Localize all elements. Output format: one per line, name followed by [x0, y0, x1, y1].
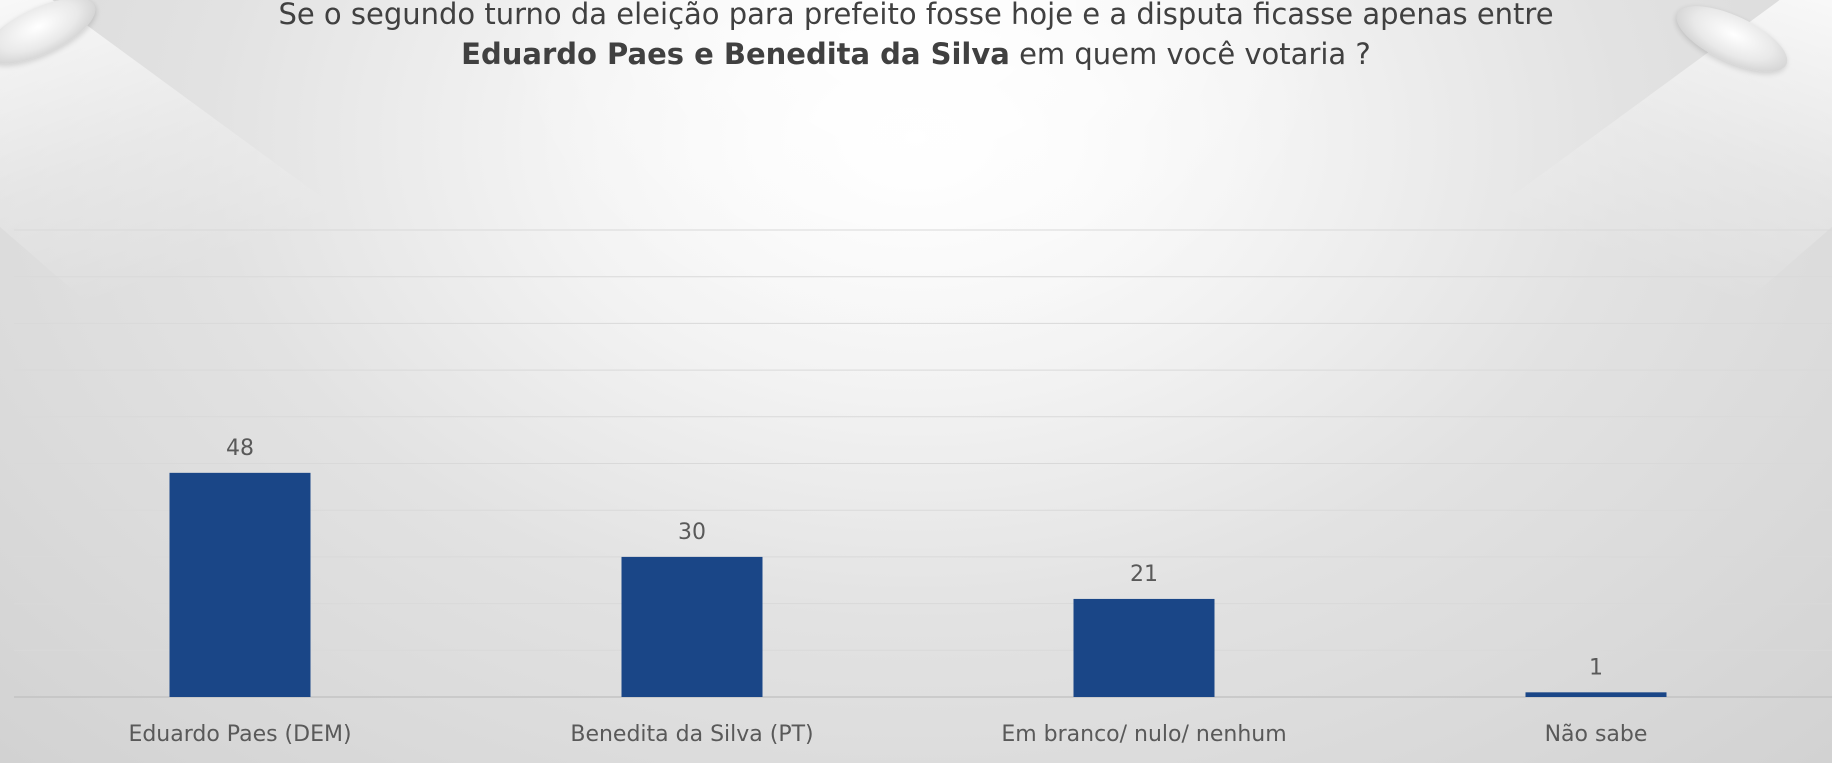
category-label: Eduardo Paes (DEM): [128, 722, 351, 747]
data-label: 48: [226, 436, 254, 461]
title-question: em quem você votaria ?: [1009, 37, 1371, 71]
category-label: Em branco/ nulo/ nenhum: [1001, 722, 1286, 747]
title-candidates: Eduardo Paes e Benedita da Silva: [461, 37, 1010, 71]
title-line-2: Eduardo Paes e Benedita da Silva em quem…: [0, 34, 1832, 74]
data-label: 21: [1130, 562, 1158, 587]
bar: [1525, 692, 1667, 697]
data-label: 30: [678, 520, 706, 545]
category-labels: Eduardo Paes (DEM) Benedita da Silva (PT)…: [128, 722, 1647, 747]
data-label: 1: [1589, 655, 1603, 680]
bars: [169, 472, 1667, 697]
chart-title: Se o segundo turno da eleição para prefe…: [0, 0, 1832, 74]
title-line-1: Se o segundo turno da eleição para prefe…: [278, 0, 1554, 31]
bar: [1073, 598, 1215, 697]
category-label: Benedita da Silva (PT): [570, 722, 813, 747]
data-labels: 48 30 21 1: [226, 436, 1603, 680]
category-label: Não sabe: [1545, 722, 1648, 747]
bar: [169, 472, 311, 697]
bar: [621, 556, 763, 697]
